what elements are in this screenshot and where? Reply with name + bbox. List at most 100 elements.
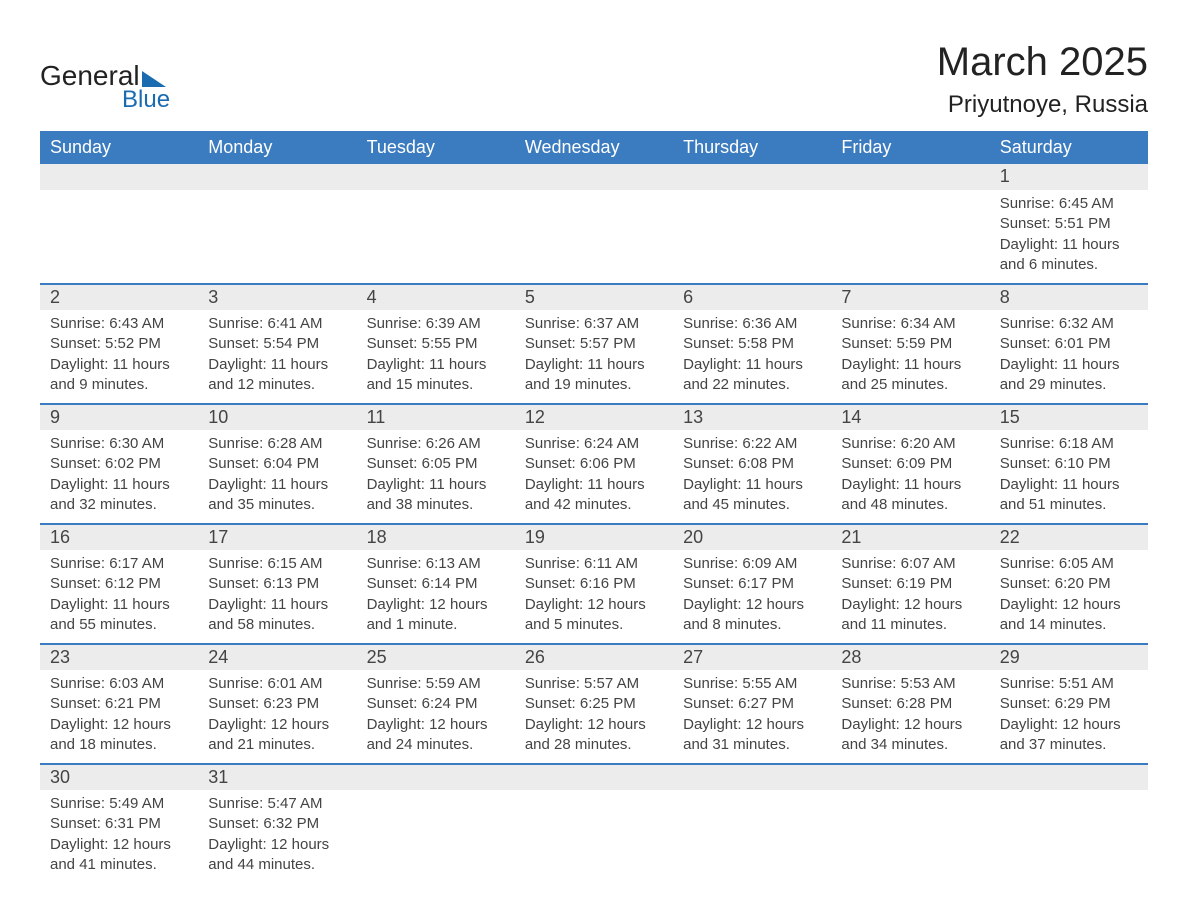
day-detail-cell: Sunrise: 6:05 AMSunset: 6:20 PMDaylight:… — [990, 550, 1148, 644]
sunset-line: Sunset: 6:29 PM — [1000, 694, 1138, 714]
day-detail-cell — [40, 190, 198, 284]
daylight-line: Daylight: 12 hours and 11 minutes. — [841, 595, 979, 636]
sunset-line: Sunset: 5:59 PM — [841, 334, 979, 354]
day-number-cell — [673, 164, 831, 190]
sunset-line: Sunset: 5:54 PM — [208, 334, 346, 354]
day-detail-cell: Sunrise: 6:18 AMSunset: 6:10 PMDaylight:… — [990, 430, 1148, 524]
sunset-line: Sunset: 5:51 PM — [1000, 214, 1138, 234]
weekday-header: Monday — [198, 131, 356, 164]
sunrise-line: Sunrise: 6:20 AM — [841, 434, 979, 454]
sunrise-line: Sunrise: 6:15 AM — [208, 554, 346, 574]
day-number-cell: 8 — [990, 284, 1148, 310]
daylight-line: Daylight: 11 hours and 51 minutes. — [1000, 475, 1138, 516]
day-number-cell: 12 — [515, 404, 673, 430]
sunset-line: Sunset: 6:04 PM — [208, 454, 346, 474]
day-detail-cell: Sunrise: 6:43 AMSunset: 5:52 PMDaylight:… — [40, 310, 198, 404]
sunset-line: Sunset: 6:06 PM — [525, 454, 663, 474]
day-detail-cell: Sunrise: 6:17 AMSunset: 6:12 PMDaylight:… — [40, 550, 198, 644]
sunrise-line: Sunrise: 5:47 AM — [208, 794, 346, 814]
header: General Blue March 2025 Priyutnoye, Russ… — [40, 40, 1148, 119]
day-number-cell: 5 — [515, 284, 673, 310]
sunset-line: Sunset: 6:21 PM — [50, 694, 188, 714]
daylight-line: Daylight: 12 hours and 1 minute. — [367, 595, 505, 636]
sunrise-line: Sunrise: 6:17 AM — [50, 554, 188, 574]
day-detail-cell — [831, 190, 989, 284]
day-detail-cell — [198, 190, 356, 284]
daylight-line: Daylight: 11 hours and 25 minutes. — [841, 355, 979, 396]
sunset-line: Sunset: 6:01 PM — [1000, 334, 1138, 354]
weekday-header: Sunday — [40, 131, 198, 164]
sunrise-line: Sunrise: 6:36 AM — [683, 314, 821, 334]
sunrise-line: Sunrise: 5:55 AM — [683, 674, 821, 694]
sunset-line: Sunset: 6:02 PM — [50, 454, 188, 474]
sunset-line: Sunset: 6:24 PM — [367, 694, 505, 714]
day-detail-cell — [990, 790, 1148, 883]
day-number-cell: 15 — [990, 404, 1148, 430]
day-number-cell: 18 — [357, 524, 515, 550]
sunset-line: Sunset: 6:09 PM — [841, 454, 979, 474]
sunrise-line: Sunrise: 5:57 AM — [525, 674, 663, 694]
day-detail-cell: Sunrise: 6:45 AMSunset: 5:51 PMDaylight:… — [990, 190, 1148, 284]
daylight-line: Daylight: 11 hours and 32 minutes. — [50, 475, 188, 516]
weekday-header: Tuesday — [357, 131, 515, 164]
sunrise-line: Sunrise: 6:09 AM — [683, 554, 821, 574]
daylight-line: Daylight: 12 hours and 8 minutes. — [683, 595, 821, 636]
day-detail-cell — [673, 190, 831, 284]
day-number-cell: 2 — [40, 284, 198, 310]
day-number-cell: 28 — [831, 644, 989, 670]
day-detail-cell: Sunrise: 6:15 AMSunset: 6:13 PMDaylight:… — [198, 550, 356, 644]
day-number-cell: 13 — [673, 404, 831, 430]
day-number-cell — [673, 764, 831, 790]
sunrise-line: Sunrise: 6:24 AM — [525, 434, 663, 454]
day-number-cell — [990, 764, 1148, 790]
sunrise-line: Sunrise: 6:07 AM — [841, 554, 979, 574]
sunset-line: Sunset: 6:28 PM — [841, 694, 979, 714]
sunrise-line: Sunrise: 6:01 AM — [208, 674, 346, 694]
weekday-header: Wednesday — [515, 131, 673, 164]
day-number-cell: 1 — [990, 164, 1148, 190]
day-number-cell: 25 — [357, 644, 515, 670]
sunset-line: Sunset: 5:55 PM — [367, 334, 505, 354]
day-number-cell: 17 — [198, 524, 356, 550]
day-number-cell — [515, 164, 673, 190]
title-block: March 2025 Priyutnoye, Russia — [937, 40, 1148, 119]
sunset-line: Sunset: 6:17 PM — [683, 574, 821, 594]
day-detail-cell — [673, 790, 831, 883]
sunrise-line: Sunrise: 5:59 AM — [367, 674, 505, 694]
sunset-line: Sunset: 5:57 PM — [525, 334, 663, 354]
logo-triangle-icon — [142, 71, 166, 87]
sunrise-line: Sunrise: 6:22 AM — [683, 434, 821, 454]
day-detail-cell: Sunrise: 6:26 AMSunset: 6:05 PMDaylight:… — [357, 430, 515, 524]
sunrise-line: Sunrise: 6:39 AM — [367, 314, 505, 334]
sunrise-line: Sunrise: 5:53 AM — [841, 674, 979, 694]
daylight-line: Daylight: 12 hours and 28 minutes. — [525, 715, 663, 756]
daylight-line: Daylight: 12 hours and 34 minutes. — [841, 715, 979, 756]
sunrise-line: Sunrise: 5:49 AM — [50, 794, 188, 814]
weekday-header: Saturday — [990, 131, 1148, 164]
day-number-cell: 14 — [831, 404, 989, 430]
daylight-line: Daylight: 12 hours and 41 minutes. — [50, 835, 188, 876]
day-detail-cell: Sunrise: 6:28 AMSunset: 6:04 PMDaylight:… — [198, 430, 356, 524]
sunrise-line: Sunrise: 6:13 AM — [367, 554, 505, 574]
daylight-line: Daylight: 11 hours and 12 minutes. — [208, 355, 346, 396]
sunset-line: Sunset: 6:32 PM — [208, 814, 346, 834]
day-number-cell: 6 — [673, 284, 831, 310]
sunrise-line: Sunrise: 6:03 AM — [50, 674, 188, 694]
day-detail-cell: Sunrise: 5:53 AMSunset: 6:28 PMDaylight:… — [831, 670, 989, 764]
day-number-cell — [198, 164, 356, 190]
daylight-line: Daylight: 11 hours and 45 minutes. — [683, 475, 821, 516]
page-title: March 2025 — [937, 40, 1148, 85]
sunset-line: Sunset: 6:05 PM — [367, 454, 505, 474]
sunrise-line: Sunrise: 6:32 AM — [1000, 314, 1138, 334]
sunrise-line: Sunrise: 6:45 AM — [1000, 194, 1138, 214]
day-number-row: 9101112131415 — [40, 404, 1148, 430]
daylight-line: Daylight: 12 hours and 24 minutes. — [367, 715, 505, 756]
day-number-cell: 7 — [831, 284, 989, 310]
day-detail-cell: Sunrise: 6:20 AMSunset: 6:09 PMDaylight:… — [831, 430, 989, 524]
day-detail-cell — [357, 190, 515, 284]
day-detail-cell: Sunrise: 6:13 AMSunset: 6:14 PMDaylight:… — [357, 550, 515, 644]
weekday-header: Thursday — [673, 131, 831, 164]
day-number-row: 23242526272829 — [40, 644, 1148, 670]
day-detail-row: Sunrise: 6:43 AMSunset: 5:52 PMDaylight:… — [40, 310, 1148, 404]
daylight-line: Daylight: 12 hours and 37 minutes. — [1000, 715, 1138, 756]
